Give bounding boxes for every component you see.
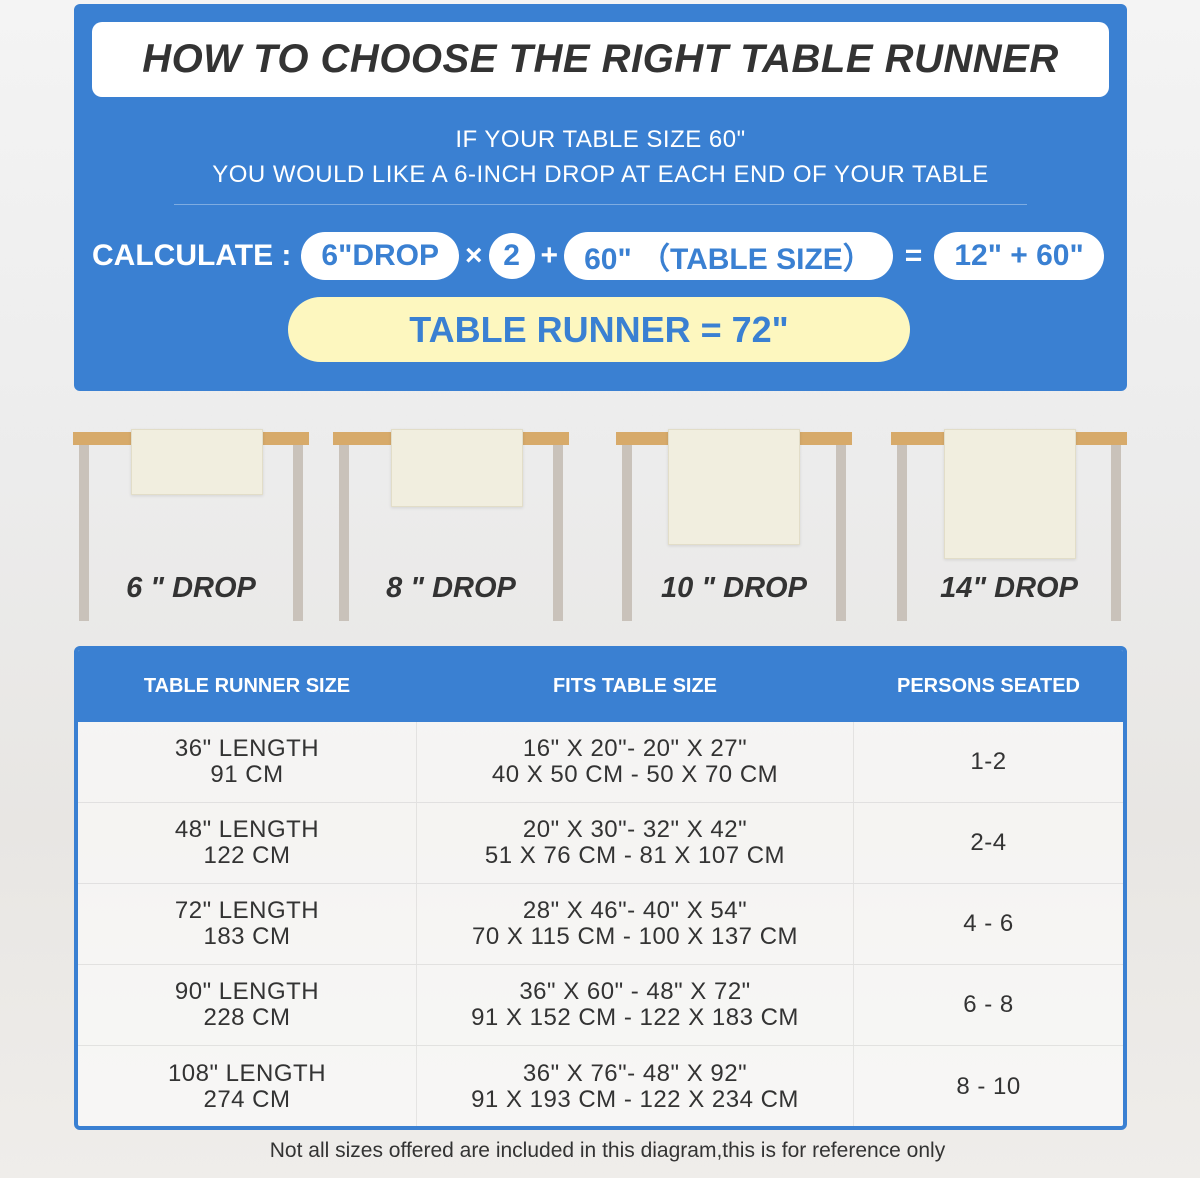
table-leg <box>339 445 349 621</box>
header-persons-seated: PERSONS SEATED <box>897 674 1080 697</box>
footnote: Not all sizes offered are included in th… <box>269 1139 946 1162</box>
runner-cloth <box>391 429 523 507</box>
persons-value: 6 - 8 <box>963 991 1014 1018</box>
fits-table-cell: 20" X 30"- 32" X 42" 51 X 76 CM - 81 X 10… <box>416 803 854 883</box>
drop-label: 8 " DROP <box>386 572 516 604</box>
table-leg <box>79 445 89 621</box>
header-fits-table-size: FITS TABLE SIZE <box>552 674 718 697</box>
persons-cell: 1-2 <box>854 722 1123 802</box>
fits-inches: 36" X 60" - 48" X 72" <box>519 978 751 1005</box>
length-cm: 274 CM <box>203 1085 291 1113</box>
persons-value: 1-2 <box>970 748 1007 775</box>
table-row: 90" LENGTH 228 CM 36" X 60" - 48" X 72" 91… <box>78 965 1123 1046</box>
table-row: 72" LENGTH 183 CM 28" X 46"- 40" X 54" 70 … <box>78 884 1123 965</box>
persons-cell: 2-4 <box>854 803 1123 883</box>
table-size-pill: 60" （TABLE SIZE） <box>564 232 893 280</box>
fits-cm: 51 X 76 CM - 81 X 107 CM <box>484 842 786 869</box>
runner-size-cell: 48" LENGTH 122 CM <box>78 803 416 883</box>
calculation-row: CALCULATE : 6"DROP × 2 + 60" （TABLE SIZE… <box>92 232 1104 280</box>
fits-table-cell: 16" X 20"- 20" X 27" 40 X 50 CM - 50 X 70… <box>416 722 854 802</box>
length-inches: 108" LENGTH <box>167 1059 327 1087</box>
fits-table-cell: 28" X 46"- 40" X 54" 70 X 115 CM - 100 X … <box>416 884 854 964</box>
table-leg <box>836 445 846 621</box>
equals-sign: = <box>904 239 923 272</box>
intro-line-1: IF YOUR TABLE SIZE 60" <box>455 126 746 153</box>
persons-cell: 4 - 6 <box>854 884 1123 964</box>
fits-inches: 16" X 20"- 20" X 27" <box>522 735 748 762</box>
sum-pill: 12" + 60" <box>934 232 1104 280</box>
length-inches: 72" LENGTH <box>174 897 320 924</box>
table-header: TABLE RUNNER SIZE FITS TABLE SIZE PERSON… <box>78 650 1123 722</box>
table-leg <box>293 445 303 621</box>
page-title: HOW TO CHOOSE THE RIGHT TABLE RUNNER <box>92 22 1109 97</box>
table-row: 36" LENGTH 91 CM 16" X 20"- 20" X 27" 40 X… <box>78 722 1123 803</box>
drop-illustration-8: 8 " DROP <box>333 429 569 632</box>
runner-cloth <box>944 429 1076 559</box>
table-row: 108" LENGTH 274 CM 36" X 76"- 48" X 92" 91… <box>78 1046 1123 1126</box>
fits-cm: 40 X 50 CM - 50 X 70 CM <box>491 761 779 788</box>
persons-value: 8 - 10 <box>956 1072 1021 1100</box>
fits-inches: 36" X 76"- 48" X 92" <box>522 1059 748 1087</box>
drop-label: 6 " DROP <box>126 572 256 604</box>
table-leg <box>897 445 907 621</box>
table-leg <box>622 445 632 621</box>
persons-value: 4 - 6 <box>963 910 1014 937</box>
runner-size-cell: 90" LENGTH 228 CM <box>78 965 416 1045</box>
calculation-panel: HOW TO CHOOSE THE RIGHT TABLE RUNNER IF … <box>74 4 1127 391</box>
intro-line-2: YOU WOULD LIKE A 6-INCH DROP AT EACH END… <box>212 161 989 188</box>
table-row: 48" LENGTH 122 CM 20" X 30"- 32" X 42" 51 … <box>78 803 1123 884</box>
drop-pill: 6"DROP <box>301 232 460 280</box>
persons-cell: 6 - 8 <box>854 965 1123 1045</box>
runner-size-cell: 108" LENGTH 274 CM <box>78 1046 416 1126</box>
divider <box>174 204 1027 205</box>
table-leg <box>1111 445 1121 621</box>
table-leg <box>553 445 563 621</box>
runner-cloth <box>668 429 800 545</box>
length-inches: 48" LENGTH <box>174 816 320 843</box>
calculate-label: CALCULATE : <box>92 239 292 272</box>
length-cm: 122 CM <box>203 842 291 869</box>
size-table: TABLE RUNNER SIZE FITS TABLE SIZE PERSON… <box>74 646 1127 1130</box>
length-cm: 183 CM <box>203 923 291 950</box>
result-pill: TABLE RUNNER = 72" <box>288 297 910 362</box>
multiplier-circle: 2 <box>488 233 535 279</box>
fits-cm: 70 X 115 CM - 100 X 137 CM <box>471 923 799 950</box>
drop-label: 14" DROP <box>940 572 1078 604</box>
drop-label: 10 " DROP <box>661 572 807 604</box>
persons-value: 2-4 <box>970 829 1007 856</box>
runner-cloth <box>131 429 263 495</box>
fits-inches: 28" X 46"- 40" X 54" <box>522 897 748 924</box>
runner-size-cell: 36" LENGTH 91 CM <box>78 722 416 802</box>
fits-cm: 91 X 152 CM - 122 X 183 CM <box>471 1004 799 1031</box>
fits-table-cell: 36" X 60" - 48" X 72" 91 X 152 CM - 122 X… <box>416 965 854 1045</box>
length-inches: 90" LENGTH <box>174 978 320 1005</box>
persons-cell: 8 - 10 <box>854 1046 1123 1126</box>
fits-cm: 91 X 193 CM - 122 X 234 CM <box>471 1085 799 1113</box>
drop-illustration-14: 14" DROP <box>891 429 1127 632</box>
length-cm: 228 CM <box>203 1004 291 1031</box>
length-cm: 91 CM <box>210 761 284 788</box>
times-sign: × <box>465 239 483 272</box>
plus-sign: + <box>540 239 559 272</box>
fits-table-cell: 36" X 76"- 48" X 92" 91 X 193 CM - 122 X … <box>416 1046 854 1126</box>
drop-illustration-6: 6 " DROP <box>73 429 309 632</box>
runner-size-cell: 72" LENGTH 183 CM <box>78 884 416 964</box>
fits-inches: 20" X 30"- 32" X 42" <box>522 816 748 843</box>
drop-illustration-10: 10 " DROP <box>616 429 852 632</box>
length-inches: 36" LENGTH <box>174 735 320 762</box>
header-runner-size: TABLE RUNNER SIZE <box>143 674 351 697</box>
